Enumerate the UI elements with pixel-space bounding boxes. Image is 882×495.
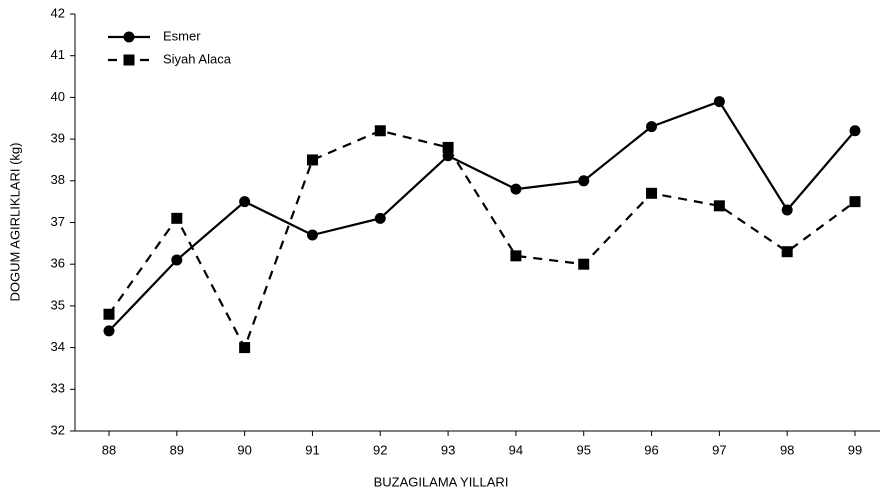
data-point [171,212,183,224]
x-tick-label: 97 [712,442,726,457]
data-point [171,254,183,266]
y-tick-label: 37 [51,214,65,229]
y-tick-label: 33 [51,381,65,396]
x-tick-label: 98 [780,442,794,457]
x-tick-label: 94 [509,442,523,457]
x-axis-label: BUZAGILAMA YILLARI [374,474,509,489]
x-tick-label: 91 [305,442,319,457]
x-tick-label: 88 [102,442,116,457]
data-point [103,308,115,320]
data-point [239,342,251,354]
x-tick-label: 96 [644,442,658,457]
data-point [510,250,522,262]
x-tick-label: 92 [373,442,387,457]
data-point [374,125,386,137]
data-point [239,196,251,208]
y-tick-label: 40 [51,89,65,104]
data-point [713,96,725,108]
legend-marker [123,31,135,43]
legend-label: Siyah Alaca [163,51,232,66]
data-point [578,258,590,270]
y-tick-label: 38 [51,172,65,187]
x-tick-label: 99 [848,442,862,457]
y-tick-label: 34 [51,339,65,354]
data-point [306,229,318,241]
data-point [306,154,318,166]
data-point [442,141,454,153]
y-axis-label: DOGUM AGIRLIKLARI (kg) [7,143,22,302]
legend-marker [123,54,135,66]
data-point [374,212,386,224]
data-point [849,125,861,137]
data-point [510,183,522,195]
y-tick-label: 32 [51,422,65,437]
data-point [781,246,793,258]
data-point [646,187,658,199]
x-tick-label: 89 [170,442,184,457]
x-tick-label: 95 [576,442,590,457]
series-line [108,100,856,332]
data-point [646,121,658,133]
y-tick-label: 39 [51,131,65,146]
series-line [108,129,856,351]
x-tick-label: 93 [441,442,455,457]
data-point [849,196,861,208]
y-tick-label: 35 [51,297,65,312]
y-tick-label: 36 [51,256,65,271]
data-point [103,325,115,337]
x-tick-label: 90 [237,442,251,457]
data-point [713,200,725,212]
data-point [781,204,793,216]
y-tick-label: 41 [51,47,65,62]
y-tick-label: 42 [51,5,65,20]
data-point [578,175,590,187]
legend-label: Esmer [163,28,201,43]
